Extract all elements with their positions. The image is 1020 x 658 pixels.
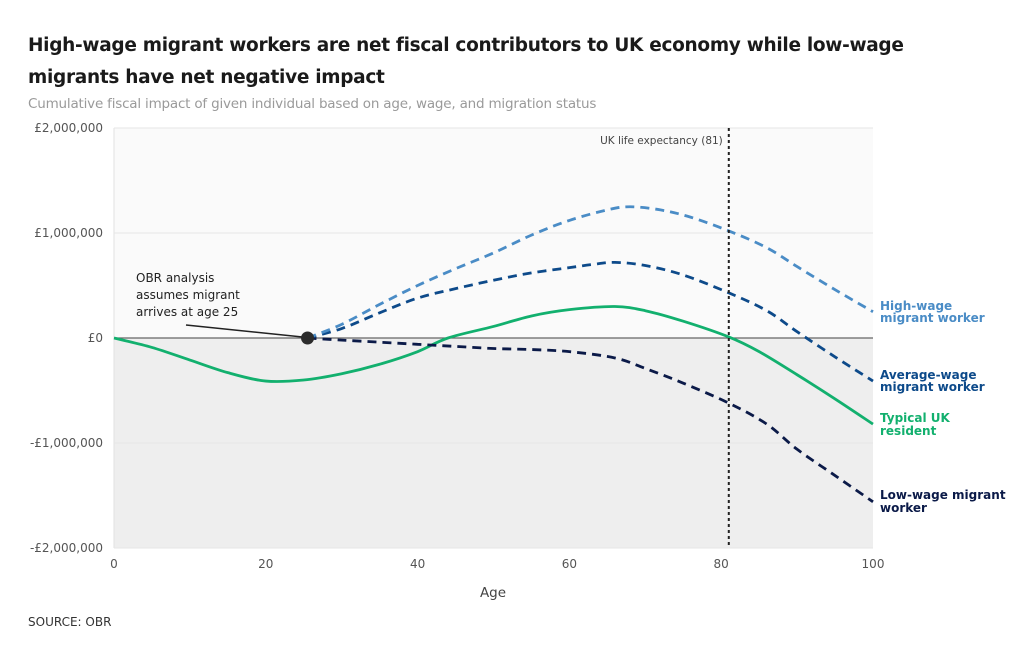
series-line-low-wage xyxy=(307,336,874,503)
x-tick-label: 20 xyxy=(258,557,273,571)
x-tick-label: 80 xyxy=(714,557,729,571)
series-label-typical-uk: resident xyxy=(880,424,937,438)
arrival-annotation-text: assumes migrant xyxy=(136,288,240,302)
x-tick-label: 40 xyxy=(410,557,425,571)
y-tick-label: -£1,000,000 xyxy=(30,436,103,450)
source-note: SOURCE: OBR xyxy=(28,615,112,629)
y-tick-label: £0 xyxy=(88,331,103,345)
series-line-high-wage xyxy=(307,205,874,340)
series-label-average-wage: Average-wage xyxy=(880,368,976,382)
x-tick-label: 0 xyxy=(110,557,118,571)
series-label-low-wage: worker xyxy=(880,501,927,515)
chart-title: High-wage migrant workers are net fiscal… xyxy=(28,35,904,88)
y-tick-label: -£2,000,000 xyxy=(30,541,103,555)
arrival-annotation-text: OBR analysis xyxy=(136,271,214,285)
x-axis-label: Age xyxy=(480,585,506,601)
arrival-pointer-line xyxy=(185,324,303,338)
y-tick-label: £1,000,000 xyxy=(34,226,103,240)
life-expectancy-label: UK life expectancy (81) xyxy=(600,135,723,147)
arrival-point-marker xyxy=(301,331,315,345)
series-label-high-wage: High-wage xyxy=(880,299,952,313)
series-label-low-wage: Low-wage migrant xyxy=(880,488,1006,502)
series-label-typical-uk: Typical UK xyxy=(880,411,951,425)
arrival-annotation-text: arrives at age 25 xyxy=(136,305,238,319)
x-tick-label: 100 xyxy=(862,557,885,571)
series-line-average-wage xyxy=(307,260,874,383)
series-label-average-wage: migrant worker xyxy=(880,380,985,394)
series-label-high-wage: migrant worker xyxy=(880,311,985,325)
series-line-typical-uk xyxy=(113,305,874,426)
x-tick-label: 60 xyxy=(562,557,577,571)
chart-subtitle: Cumulative fiscal impact of given indivi… xyxy=(28,96,597,112)
y-tick-label: £2,000,000 xyxy=(34,121,103,135)
